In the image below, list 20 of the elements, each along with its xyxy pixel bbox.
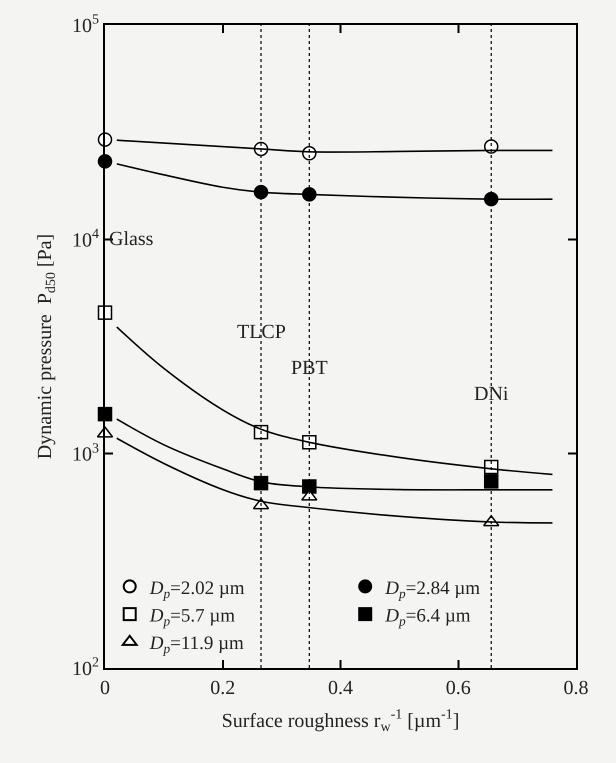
y-tick-label: 10$^{5}$	[72, 12, 99, 37]
legend-label: D$_{p}$=2.02 µm	[148, 578, 245, 601]
annotation: PBT	[291, 357, 328, 379]
point	[484, 474, 498, 489]
x-tick-label: 0.6	[446, 677, 471, 699]
y-tick-label: 10$^{4}$	[72, 226, 99, 252]
legend-label: D$_{p}$=11.9 µm	[148, 633, 244, 656]
annotation: DNi	[474, 383, 509, 405]
x-tick-label: 0.8	[564, 677, 588, 699]
x-tick-label: 0.4	[328, 677, 353, 699]
y-tick-label: 10$^{3}$	[72, 441, 99, 466]
x-axis-title: Surface roughness r$_{w}$$^{-1}$ [µm$^{-1}$]	[222, 708, 460, 736]
legend-label: D$_{p}$=6.4 µm	[384, 606, 471, 629]
x-tick-label: 0	[100, 677, 110, 699]
legend-label: D$_{p}$=2.84 µm	[384, 578, 480, 601]
annotation: Glass	[109, 228, 154, 250]
y-tick-label: 10$^{2}$	[72, 656, 99, 680]
x-tick-label: 0.2	[210, 677, 236, 699]
annotation: TLCP	[237, 321, 286, 343]
legend-label: D$_{p}$=5.7 µm	[148, 606, 236, 629]
